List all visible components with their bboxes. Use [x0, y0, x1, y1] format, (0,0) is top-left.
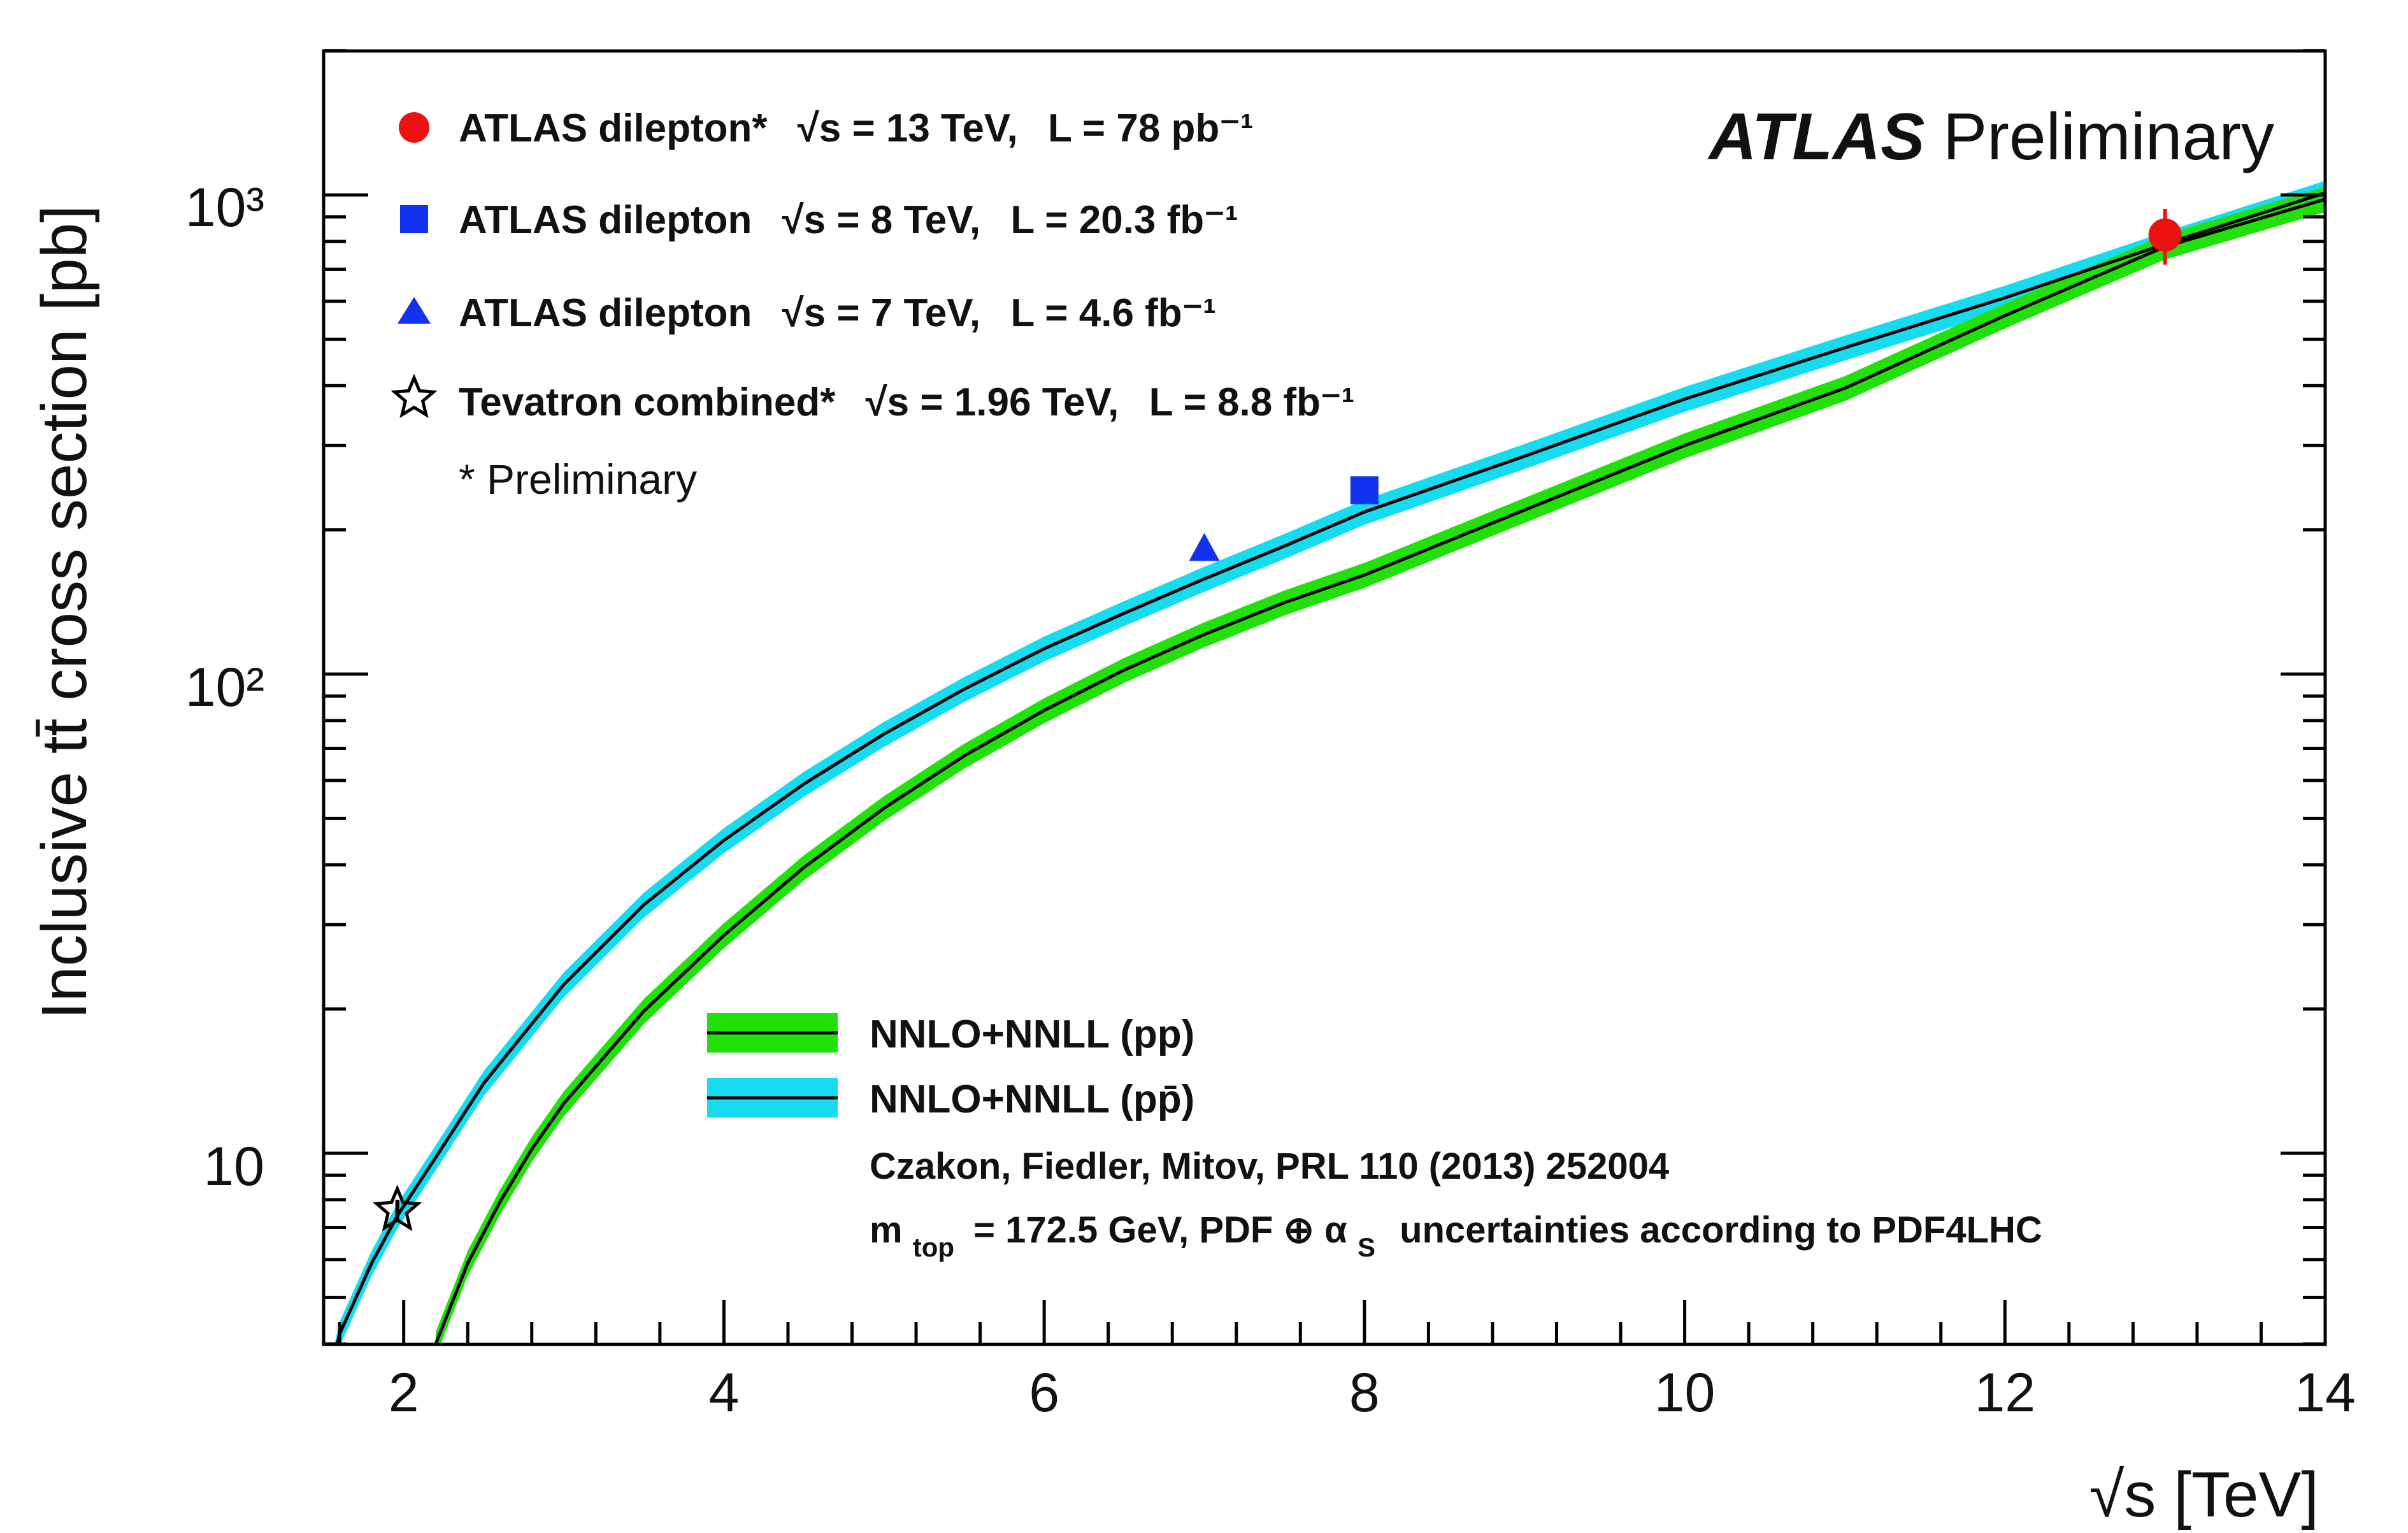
legend-footnote: * Preliminary — [459, 456, 697, 503]
legend-entry-name: Tevatron combined* — [459, 380, 836, 424]
legend-band-pp-label: NNLO+NNLL (pp) — [870, 1012, 1194, 1056]
legend-entry-energy: √s = 1.96 TeV, — [866, 380, 1119, 424]
x-tick-label: 4 — [708, 1362, 739, 1423]
legend-entry-lumi: L = 20.3 fb⁻¹ — [1010, 198, 1238, 242]
legend-entry: Tevatron combined* √s = 1.96 TeV, L = 8.… — [459, 380, 1354, 424]
y-axis-title: Inclusive tt̄ cross section [pb] — [29, 205, 100, 1019]
x-tick-label: 6 — [1029, 1362, 1059, 1423]
uncertainty-note: uncertainties according to PDF4LHC — [1400, 1209, 2042, 1251]
axis-ticks — [324, 49, 2327, 1346]
legend-marker-star — [391, 373, 438, 419]
theory-central-line — [335, 191, 2325, 1344]
legend-marker-square — [400, 205, 428, 233]
theory-central-line — [434, 198, 2325, 1344]
plot-frame — [322, 49, 2327, 1346]
x-tick-label: 12 — [1974, 1362, 2035, 1423]
measurement-legend: ATLAS dilepton* √s = 13 TeV, L = 78 pb⁻¹… — [391, 106, 1354, 503]
atlas-banner: ATLAS Preliminary — [1707, 100, 2274, 174]
y-tick-label: 10² — [185, 657, 264, 718]
x-tick-labels: 2 4 6 8 10 12 14 — [389, 1362, 2356, 1423]
legend-entry-name: ATLAS dilepton — [459, 291, 752, 335]
legend-entry-energy: √s = 13 TeV, — [798, 106, 1018, 150]
x-tick-label: 8 — [1349, 1362, 1380, 1423]
x-tick-label: 10 — [1654, 1362, 1716, 1423]
alpha-subscript: S — [1358, 1232, 1375, 1262]
citation: Czakon, Fiedler, Mitov, PRL 110 (2013) 2… — [870, 1146, 1669, 1187]
legend-entry-lumi: L = 78 pb⁻¹ — [1048, 106, 1254, 150]
data-point-square — [1350, 476, 1379, 505]
legend-entry-energy: √s = 7 TeV, — [782, 291, 981, 335]
x-tick-label: 2 — [389, 1362, 419, 1423]
y-tick-label: 10 — [203, 1136, 264, 1197]
atlas-label: ATLAS — [1707, 100, 1925, 174]
legend-entry-energy: √s = 8 TeV, — [782, 198, 981, 242]
legend-entry-lumi: L = 4.6 fb⁻¹ — [1010, 291, 1216, 335]
data-point-triangle — [1189, 533, 1220, 561]
legend-entry: ATLAS dilepton √s = 7 TeV, L = 4.6 fb⁻¹ — [459, 291, 1216, 335]
legend-entry-name: ATLAS dilepton* — [459, 106, 768, 150]
band-legend: NNLO+NNLL (pp) NNLO+NNLL (pp̄) Czakon, F… — [707, 1012, 2042, 1265]
x-tick-label: 14 — [2295, 1362, 2356, 1423]
legend-marker-triangle — [398, 297, 431, 324]
y-tick-label: 10³ — [185, 177, 264, 238]
legend-entry: ATLAS dilepton √s = 8 TeV, L = 20.3 fb⁻¹ — [459, 198, 1238, 242]
mtop-symbol: m — [870, 1209, 903, 1251]
mtop-note: m top = 172.5 GeV, PDF ⊕ α S uncertainti… — [870, 1209, 2042, 1265]
x-axis-title: √s [TeV] — [2089, 1459, 2319, 1530]
legend-marker-circle — [399, 112, 429, 143]
preliminary-label: Preliminary — [1943, 100, 2274, 174]
mtop-subscript: top — [913, 1232, 954, 1262]
y-tick-labels: 10 10² 10³ — [185, 177, 264, 1197]
legend-entry: ATLAS dilepton* √s = 13 TeV, L = 78 pb⁻¹ — [459, 106, 1254, 150]
theory-bands — [334, 180, 2325, 1344]
measurement-markers — [373, 208, 2182, 1232]
legend-band-ppbar-label: NNLO+NNLL (pp̄) — [870, 1077, 1194, 1121]
data-point-star — [373, 1184, 422, 1232]
mtop-value: = 172.5 GeV, PDF ⊕ α — [973, 1209, 1347, 1251]
data-point-circle — [2148, 218, 2182, 252]
legend-entry-name: ATLAS dilepton — [459, 198, 752, 242]
legend-entry-lumi: L = 8.8 fb⁻¹ — [1149, 380, 1355, 424]
